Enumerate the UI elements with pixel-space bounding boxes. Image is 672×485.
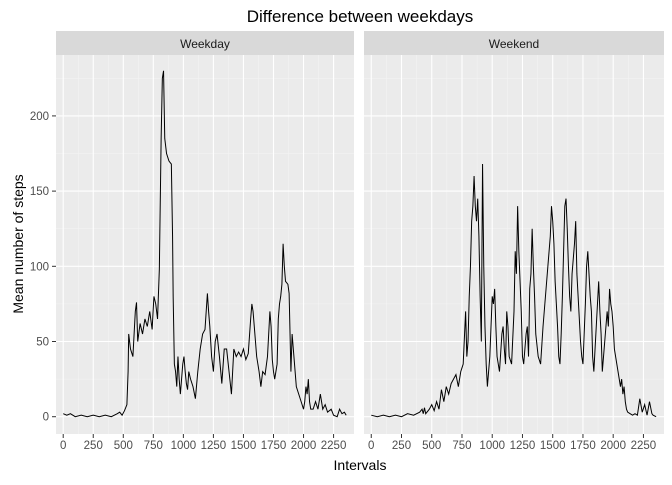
plot-panel-weekend — [364, 55, 664, 434]
facet-label-weekday: Weekday — [180, 37, 230, 51]
y-ticks: 0 50 100 150 200 — [30, 111, 56, 424]
series-line-weekend — [371, 164, 657, 418]
x-tick-label: 1250 — [510, 440, 536, 452]
facet-panel-weekend: Weekend 0 250 500 750 1000 1250 1500 1750 2000 22… — [364, 31, 664, 452]
x-tick-label: 1750 — [261, 440, 287, 452]
x-ticks-weekend: 0 250 500 750 1000 1250 1500 1750 2000 2250 — [368, 434, 656, 452]
x-tick-label: 250 — [392, 440, 411, 452]
x-tick-label: 750 — [144, 440, 163, 452]
x-tick-label: 0 — [60, 440, 66, 452]
y-tick-label: 200 — [30, 111, 49, 123]
chart-title: Difference between weekdays — [247, 7, 474, 26]
facet-panel-weekday: Weekday 0 250 500 750 1000 1250 1500 1750 2000 22… — [56, 31, 354, 452]
x-tick-label: 1250 — [201, 440, 227, 452]
y-tick-label: 150 — [30, 186, 49, 198]
x-axis-label: Intervals — [334, 457, 387, 473]
x-tick-label: 1000 — [171, 440, 197, 452]
x-tick-label: 0 — [368, 440, 374, 452]
x-tick-label: 1500 — [540, 440, 566, 452]
series-line-weekday — [63, 70, 347, 418]
x-tick-label: 1500 — [231, 440, 257, 452]
x-tick-label: 1750 — [570, 440, 596, 452]
facet-strip-weekend — [364, 31, 664, 55]
x-ticks-weekday: 0 250 500 750 1000 1250 1500 1750 2000 2250 — [60, 434, 346, 452]
y-tick-label: 50 — [36, 337, 49, 349]
x-tick-label: 1000 — [479, 440, 505, 452]
facet-label-weekend: Weekend — [489, 37, 539, 51]
x-tick-label: 2250 — [321, 440, 347, 452]
x-tick-label: 2250 — [631, 440, 657, 452]
x-tick-label: 500 — [422, 440, 441, 452]
x-tick-label: 2000 — [291, 440, 317, 452]
facet-strip-weekday — [56, 31, 354, 55]
y-tick-label: 100 — [30, 261, 49, 273]
x-tick-label: 750 — [452, 440, 471, 452]
x-tick-label: 2000 — [600, 440, 626, 452]
grid-weekend — [364, 55, 664, 434]
y-axis-label: Mean number of steps — [10, 174, 26, 313]
x-tick-label: 500 — [114, 440, 133, 452]
y-tick-label: 0 — [43, 412, 49, 424]
plot-panel-weekday — [56, 55, 354, 434]
x-tick-label: 250 — [84, 440, 103, 452]
